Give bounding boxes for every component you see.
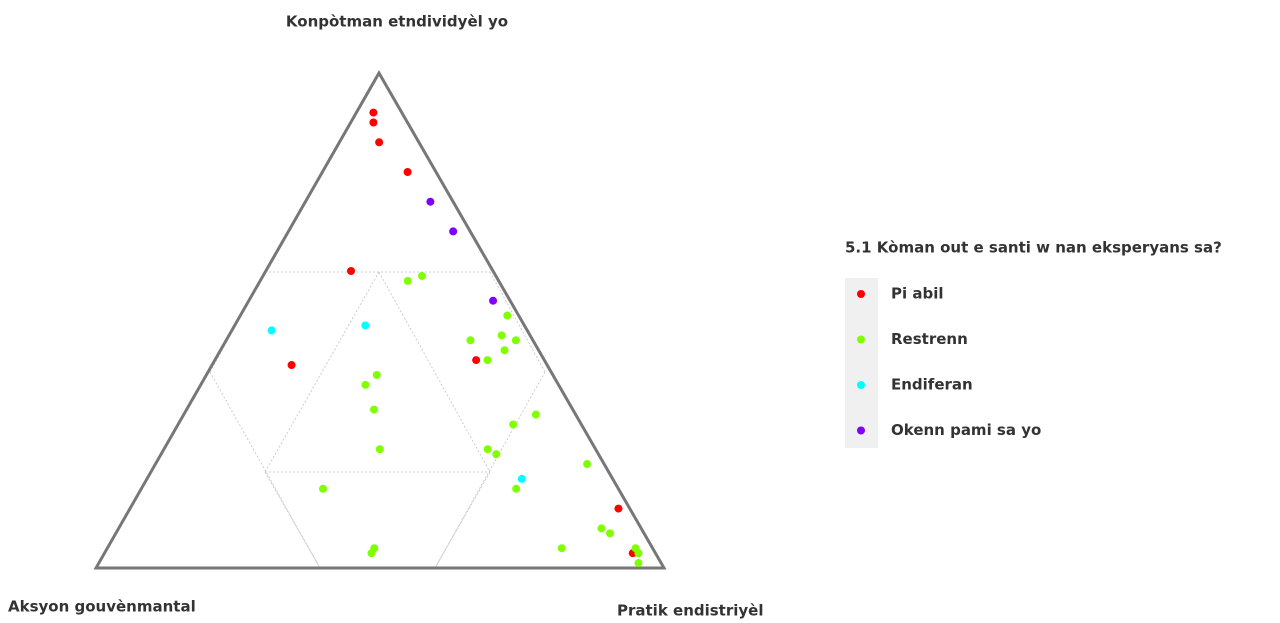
point <box>605 529 614 538</box>
point <box>583 460 592 469</box>
point <box>375 138 384 147</box>
point <box>489 296 498 305</box>
inner-grid <box>209 271 546 569</box>
triangle <box>93 69 667 570</box>
legend-marker <box>857 426 865 435</box>
point <box>557 544 566 553</box>
point <box>287 361 296 370</box>
point <box>367 549 376 558</box>
point <box>509 420 518 429</box>
point <box>511 336 520 345</box>
point <box>361 321 370 330</box>
point <box>503 311 512 320</box>
point <box>319 484 328 493</box>
legend-marker <box>857 381 865 389</box>
point <box>614 504 623 513</box>
point <box>403 276 412 285</box>
legend-label: Endiferan <box>891 376 973 394</box>
point <box>497 331 506 340</box>
point <box>512 484 521 493</box>
right-axis-label: Pratik endistriyèl <box>617 602 763 620</box>
point <box>483 356 492 365</box>
point <box>634 559 643 568</box>
point <box>369 108 378 117</box>
point <box>597 524 606 533</box>
point <box>347 267 355 275</box>
point <box>375 445 384 454</box>
point <box>500 346 509 355</box>
point <box>466 336 475 345</box>
point <box>369 118 378 127</box>
point <box>403 168 412 176</box>
point <box>426 197 435 206</box>
point <box>492 450 501 459</box>
top-axis-label: Konpòtman etndividyèl yo <box>286 13 508 31</box>
legend-label: Restrenn <box>891 330 968 348</box>
left-axis-label: Aksyon gouvènmantal <box>8 598 196 616</box>
point <box>418 271 427 280</box>
point <box>372 370 381 379</box>
point <box>449 227 458 236</box>
point <box>634 549 643 558</box>
legend-bg <box>845 278 878 448</box>
legend-label: Okenn pami sa yo <box>891 421 1041 439</box>
point <box>483 445 492 454</box>
point <box>531 410 540 419</box>
point <box>472 356 481 365</box>
point <box>361 380 370 389</box>
point <box>267 326 276 335</box>
legend-marker <box>857 335 865 344</box>
point <box>370 405 378 414</box>
legend-marker <box>857 290 865 298</box>
legend-label: Pi abil <box>891 285 944 303</box>
point <box>517 474 526 483</box>
legend-title: 5.1 Kòman out e santi w nan eksperyans s… <box>845 239 1222 257</box>
